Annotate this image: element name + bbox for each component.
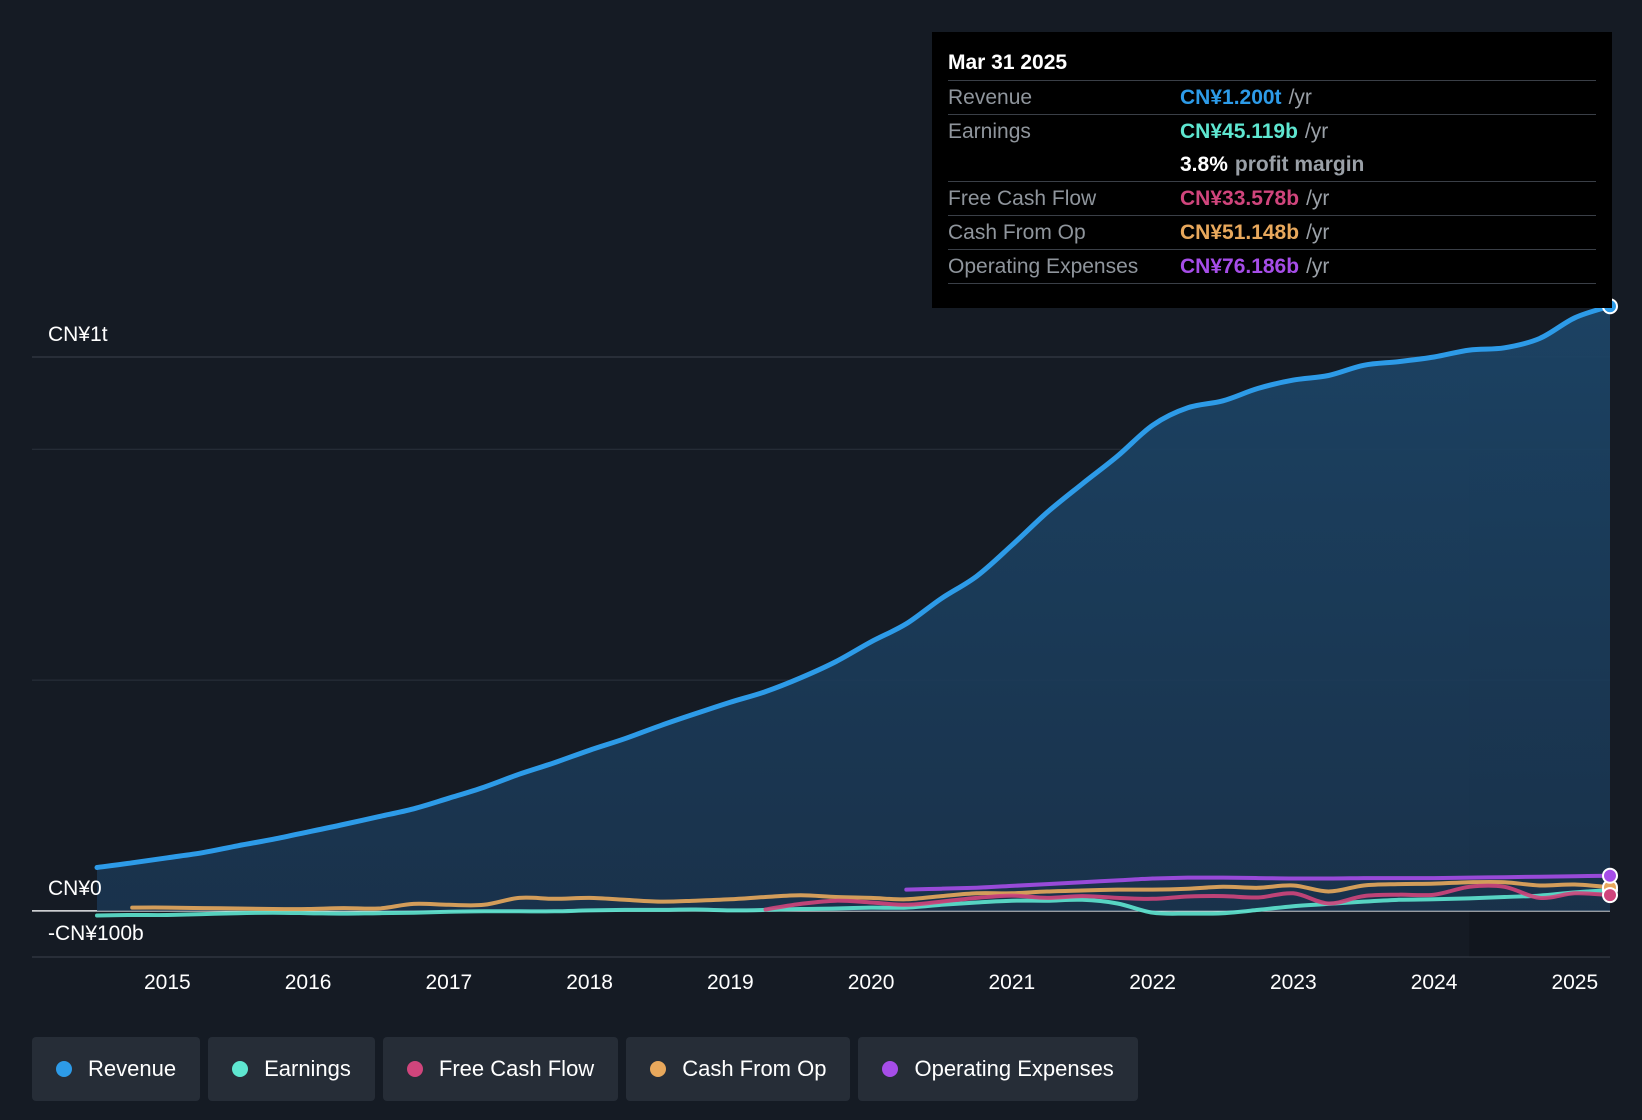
tooltip-unit: profit margin xyxy=(1234,153,1365,176)
tooltip-row-cfo: Cash From Op CN¥51.148b /yr xyxy=(948,216,1596,250)
x-tick-label: 2024 xyxy=(1411,971,1458,994)
tooltip-row-earnings: Earnings CN¥45.119b /yr xyxy=(948,115,1596,148)
x-tick-label: 2022 xyxy=(1129,971,1176,994)
legend-label: Cash From Op xyxy=(682,1056,827,1081)
legend-label: Operating Expenses xyxy=(914,1056,1114,1081)
tooltip-label: Cash From Op xyxy=(948,221,1086,244)
tooltip-label: Revenue xyxy=(948,86,1033,109)
legend: Revenue Earnings Free Cash Flow Cash Fro… xyxy=(32,1037,1138,1101)
revenue-area xyxy=(97,306,1610,911)
legend-dot-icon xyxy=(56,1061,72,1077)
tooltip-unit: /yr xyxy=(1306,187,1330,210)
legend-item-revenue[interactable]: Revenue xyxy=(32,1037,201,1101)
tooltip-value: CN¥45.119b xyxy=(1180,120,1298,143)
tooltip-label xyxy=(948,148,1180,181)
tooltip-unit: /yr xyxy=(1306,255,1330,278)
series-line-cash-from-op xyxy=(130,879,1612,912)
x-tick-label: 2017 xyxy=(426,971,473,994)
series-line-operating-expenses xyxy=(904,873,1612,892)
tooltip-row-fcf: Free Cash Flow CN¥33.578b /yr xyxy=(948,182,1596,216)
x-tick-label: 2016 xyxy=(285,971,332,994)
series-line-earnings xyxy=(95,888,1612,918)
series-lines xyxy=(94,303,1613,918)
tooltip-label: Operating Expenses xyxy=(948,255,1139,278)
legend-item-operating-expenses[interactable]: Operating Expenses xyxy=(858,1037,1138,1101)
tooltip-label: Earnings xyxy=(948,120,1031,143)
tooltip-unit: /yr xyxy=(1304,120,1329,143)
tooltip-unit: /yr xyxy=(1306,221,1330,244)
legend-label: Earnings xyxy=(264,1056,351,1081)
legend-dot-icon xyxy=(650,1061,667,1077)
series-line-revenue xyxy=(94,303,1613,870)
tooltip-date: Mar 31 2025 xyxy=(948,46,1596,81)
legend-item-cash-from-op[interactable]: Cash From Op xyxy=(626,1037,851,1101)
tooltip-row-opex: Operating Expenses CN¥76.186b /yr xyxy=(948,250,1596,284)
legend-dot-icon xyxy=(406,1061,423,1077)
x-tick-label: 2020 xyxy=(848,971,895,994)
tooltip-value: CN¥51.148b xyxy=(1180,221,1300,244)
tooltip-unit: /yr xyxy=(1288,86,1312,109)
series-line-free-cash-flow xyxy=(763,883,1612,912)
x-tick-label: 2015 xyxy=(144,971,191,994)
x-tick-label: 2019 xyxy=(707,971,754,994)
data-tooltip: Mar 31 2025 Revenue CN¥1.200t /yr Earnin… xyxy=(932,32,1612,308)
legend-item-free-cash-flow[interactable]: Free Cash Flow xyxy=(382,1037,619,1101)
tooltip-value: CN¥1.200t xyxy=(1180,86,1282,109)
x-tick-label: 2025 xyxy=(1551,971,1598,994)
x-tick-label: 2018 xyxy=(566,971,613,994)
end-point-marker xyxy=(1602,867,1618,884)
legend-dot-icon xyxy=(882,1061,899,1077)
y-tick-label: CN¥0 xyxy=(48,877,102,900)
legend-item-earnings[interactable]: Earnings xyxy=(208,1037,375,1101)
legend-label: Revenue xyxy=(88,1056,177,1081)
tooltip-value: CN¥33.578b xyxy=(1180,187,1300,210)
y-tick-label: -CN¥100b xyxy=(48,922,144,945)
x-axis: 2015 2016 2017 2018 2019 2020 2021 2022 2023 2024… xyxy=(144,971,1598,994)
end-point-marker xyxy=(1602,887,1618,904)
y-axis: CN¥1t CN¥0 -CN¥100b xyxy=(48,323,144,945)
legend-label: Free Cash Flow xyxy=(438,1056,595,1081)
y-tick-label: CN¥1t xyxy=(48,323,108,346)
tooltip-row-revenue: Revenue CN¥1.200t /yr xyxy=(948,81,1596,115)
tooltip-label: Free Cash Flow xyxy=(948,187,1097,210)
tooltip-value: CN¥76.186b xyxy=(1180,255,1300,278)
legend-dot-icon xyxy=(232,1061,249,1077)
x-tick-label: 2021 xyxy=(988,971,1035,994)
tooltip-value: 3.8% xyxy=(1180,153,1228,176)
tooltip-row-margin: 3.8% profit margin xyxy=(948,148,1596,182)
x-tick-label: 2023 xyxy=(1270,971,1317,994)
